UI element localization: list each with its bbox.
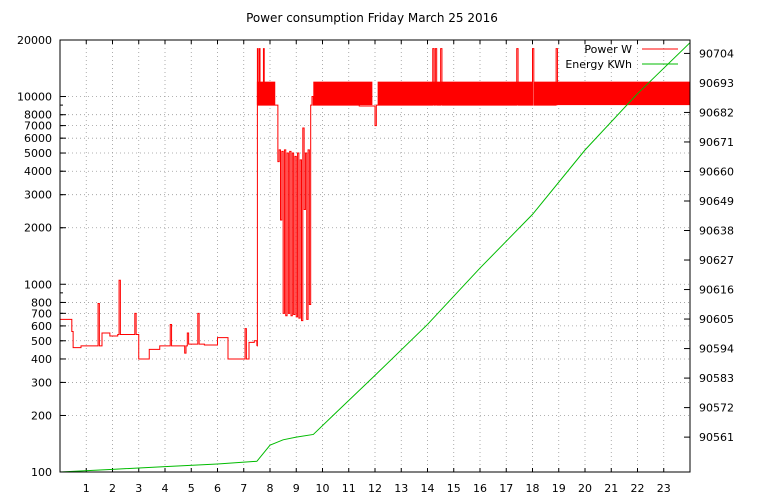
y-tick-label: 1000	[24, 278, 52, 291]
x-tick-label: 15	[447, 482, 461, 495]
y2-tick-label: 90693	[699, 77, 734, 90]
y-tick-label: 500	[31, 335, 52, 348]
x-tick-label: 4	[162, 482, 169, 495]
y-tick-label: 700	[31, 307, 52, 320]
y2-tick-label: 90561	[699, 431, 734, 444]
x-tick-label: 5	[188, 482, 195, 495]
y2-tick-label: 90682	[699, 106, 734, 119]
y-tick-label: 600	[31, 320, 52, 333]
y-tick-label: 3000	[24, 189, 52, 202]
x-tick-label: 8	[267, 482, 274, 495]
power-dense-band	[256, 81, 276, 106]
x-tick-label: 2	[109, 482, 116, 495]
y-tick-label: 2000	[24, 222, 52, 235]
legend-label: Power W	[584, 43, 632, 56]
chart-title: Power consumption Friday March 25 2016	[246, 11, 498, 25]
power-dense-band	[533, 81, 690, 106]
power-series-line	[60, 279, 258, 360]
y-tick-label: 300	[31, 376, 52, 389]
x-tick-label: 20	[578, 482, 592, 495]
y-tick-label: 400	[31, 353, 52, 366]
y-tick-label: 4000	[24, 165, 52, 178]
y2-tick-label: 90616	[699, 284, 734, 297]
x-tick-label: 3	[135, 482, 142, 495]
y2-tick-label: 90594	[699, 343, 734, 356]
y2-tick-label: 90671	[699, 136, 734, 149]
x-tick-label: 12	[368, 482, 382, 495]
legend-label: Energy KWh	[565, 58, 632, 71]
x-tick-label: 1	[83, 482, 90, 495]
y-tick-label: 10000	[17, 91, 52, 104]
y-tick-label: 800	[31, 296, 52, 309]
x-tick-label: 19	[552, 482, 566, 495]
x-tick-label: 14	[421, 482, 435, 495]
y-tick-label: 100	[31, 466, 52, 479]
y-tick-label: 20000	[17, 34, 52, 47]
y-tick-label: 200	[31, 409, 52, 422]
y2-tick-label: 90638	[699, 225, 734, 238]
x-tick-label: 10	[316, 482, 330, 495]
x-tick-label: 11	[342, 482, 356, 495]
power-dense-band	[313, 81, 373, 106]
y2-tick-label: 90605	[699, 313, 734, 326]
y-tick-label: 7000	[24, 120, 52, 133]
power-series-line-high	[256, 48, 558, 347]
power-dense-band	[377, 81, 533, 106]
y2-tick-label: 90572	[699, 402, 734, 415]
x-tick-label: 9	[293, 482, 300, 495]
x-tick-label: 13	[394, 482, 408, 495]
x-tick-label: 22	[631, 482, 645, 495]
x-tick-label: 17	[499, 482, 513, 495]
energy-series-line	[60, 42, 690, 472]
y-tick-label: 6000	[24, 132, 52, 145]
legend: Power W Energy KWh	[565, 43, 678, 71]
series-layer	[60, 42, 690, 472]
y-tick-label: 5000	[24, 147, 52, 160]
x-tick-label: 16	[473, 482, 487, 495]
plot-frame	[59, 39, 691, 473]
y2-tick-label: 90627	[699, 254, 734, 267]
y-tick-label: 8000	[24, 109, 52, 122]
ticks-layer: 1 2 3 4 5 6 7 8 9 10 11 12 13 14 15 16 17 18 19 20 21 22 23100…	[17, 34, 734, 495]
y2-tick-label: 90583	[699, 372, 734, 385]
x-tick-label: 23	[657, 482, 671, 495]
y2-tick-label: 90649	[699, 195, 734, 208]
y2-tick-label: 90704	[699, 47, 734, 60]
x-tick-label: 18	[526, 482, 540, 495]
x-tick-label: 6	[214, 482, 221, 495]
x-tick-label: 21	[604, 482, 618, 495]
y2-tick-label: 90660	[699, 165, 734, 178]
x-tick-label: 7	[240, 482, 247, 495]
